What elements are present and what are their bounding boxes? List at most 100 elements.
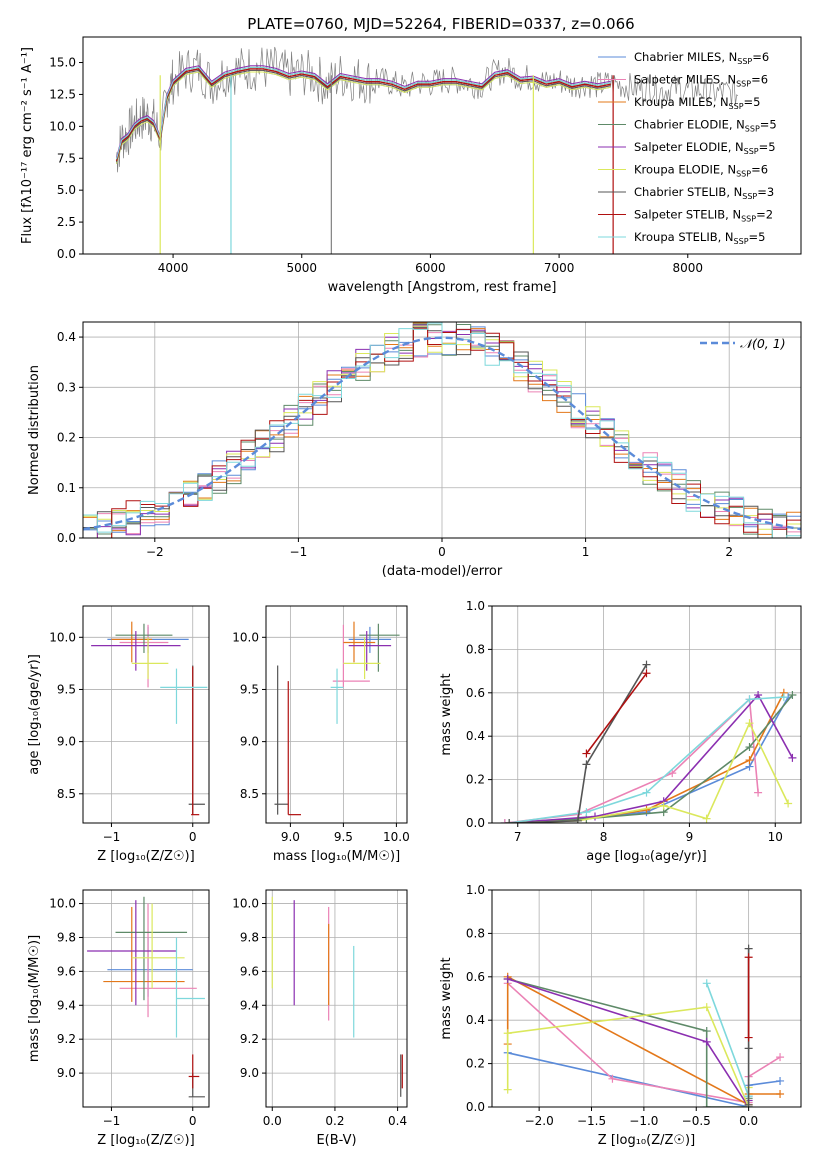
weight-point-marker: [702, 1003, 711, 1012]
age-vs-mass-panel-plot-area: [274, 621, 400, 816]
x-tick-label: −1.5: [577, 1114, 606, 1128]
x-tick-label: 2: [725, 545, 733, 559]
mass-vs-metallicity-panel: −1 0 9.0 9.2 9.4 9.6 9.8 10.0 Z [log₁₀(Z/Z☉)] mas…: [27, 889, 210, 1148]
legend-subscript: SSP: [745, 125, 760, 134]
weight-point-marker: [788, 690, 797, 699]
legend-count: =6: [751, 73, 768, 87]
weight-point-marker: [503, 974, 512, 983]
x-tick-label: 0.0: [739, 1114, 758, 1128]
x-axis-label: Z [log₁₀(Z/Z☉)]: [97, 1133, 194, 1148]
axes-frame: [82, 889, 210, 1108]
weight-point-marker: [702, 1103, 711, 1107]
spectrum-legend: Chabrier MILES, NSSP=6 Salpeter MILES, NS…: [598, 50, 777, 246]
weight-series-line: [506, 1006, 750, 1107]
legend-subscript: SSP: [742, 192, 757, 201]
y-tick-label: 10.0: [49, 119, 76, 133]
weight-point-marker: [744, 953, 753, 962]
weight-point-marker: [582, 760, 591, 769]
y-tick-label: 0.4: [466, 729, 485, 743]
legend-entry: Chabrier STELIB, NSSP=3: [634, 185, 774, 201]
weight-point-marker: [503, 1085, 512, 1094]
x-tick-label: 7: [514, 830, 522, 844]
y-tick-label: 9.0: [57, 735, 76, 749]
spectrum-plot-area: [115, 46, 739, 254]
axes-frame: [265, 889, 408, 1108]
x-tick-label: −2.0: [525, 1114, 554, 1128]
residual-panel: −2 −1 0 1 2 0.0 0.1 0.2 0.3 0.4 (data-model)/error…: [27, 321, 802, 579]
x-tick-label: 4000: [158, 261, 189, 275]
weight-series-line: [509, 721, 789, 823]
y-tick-label: 0.2: [466, 1057, 485, 1071]
weight-point-marker: [744, 1033, 753, 1042]
legend-entry: Salpeter STELIB, NSSP=2: [634, 208, 773, 224]
weight-vs-age-panel: 7 8 9 10 0.0 0.2 0.4 0.6 0.8 1.0 age [log₁₀(age/yr…: [439, 599, 802, 864]
legend-count: =6: [751, 163, 768, 177]
y-tick-label: 0.2: [466, 773, 485, 787]
x-tick-label: 7000: [544, 261, 575, 275]
weight-point-marker: [784, 799, 793, 808]
weight-point-marker: [702, 979, 711, 988]
legend-subscript: SSP: [737, 57, 752, 66]
y-tick-label: 9.2: [240, 1032, 259, 1046]
weight-point-marker: [642, 669, 651, 678]
x-tick-label: −1.0: [629, 1114, 658, 1128]
x-tick-label: 5000: [286, 261, 317, 275]
y-tick-label: 9.2: [57, 1032, 76, 1046]
y-axis-label: mass [log₁₀(M/M☉)]: [27, 935, 42, 1062]
y-axis-label: age [log₁₀(age/yr)]: [27, 654, 42, 775]
residual-plot-area: [83, 322, 801, 538]
axes-frame: [82, 36, 802, 255]
axes-frame: [491, 605, 802, 824]
weight-point-marker: [702, 1027, 711, 1036]
legend-count: =5: [760, 118, 777, 132]
y-tick-label: 10.0: [232, 897, 259, 911]
figure-title: PLATE=0760, MJD=52264, FIBERID=0337, z=0…: [247, 15, 634, 33]
y-tick-label: 12.5: [49, 87, 76, 101]
y-tick-label: 0.3: [57, 380, 76, 394]
gaussian-curve: [83, 336, 801, 531]
legend-entry: Kroupa ELODIE, NSSP=6: [634, 163, 768, 179]
y-tick-label: 0.6: [466, 970, 485, 984]
y-tick-label: 0.4: [466, 1013, 485, 1027]
y-tick-label: 0.8: [466, 926, 485, 940]
weight-point-marker: [500, 819, 509, 823]
y-tick-label: 7.5: [57, 151, 76, 165]
x-axis-label: (data-model)/error: [382, 564, 503, 579]
weight-point-marker: [659, 801, 668, 810]
y-tick-label: 1.0: [466, 599, 485, 613]
axes-frame: [82, 321, 802, 539]
weight-point-marker: [776, 1076, 785, 1085]
x-tick-label: 8: [600, 830, 608, 844]
weight-point-marker: [573, 816, 582, 823]
plots-layer: 4000 5000 6000 7000 80000.02.55.07.510.012.5…: [20, 36, 802, 1148]
y-tick-label: 5.0: [57, 183, 76, 197]
legend-subscript: SSP: [744, 147, 759, 156]
y-tick-label: 0.4: [57, 330, 76, 344]
y-tick-label: 9.5: [57, 682, 76, 696]
legend-count: =5: [744, 95, 761, 109]
y-tick-label: 9.8: [240, 930, 259, 944]
weight-vs-metallicity-panel: −2.0 −1.5 −1.0 −0.5 0.0 0.0 0.2 0.4 0.6 0.8 1.0 Z […: [439, 883, 802, 1148]
y-tick-label: 0.0: [466, 1100, 485, 1114]
x-axis-label: mass [log₁₀(M/M☉)]: [273, 849, 400, 864]
x-tick-label: 9: [686, 830, 694, 844]
axes-frame: [82, 605, 210, 824]
x-tick-label: 6000: [415, 261, 446, 275]
x-tick-label: −1: [103, 1114, 121, 1128]
y-tick-label: 0.8: [466, 642, 485, 656]
weight-point-marker: [702, 1037, 711, 1046]
weight-point-marker: [608, 1074, 617, 1083]
y-axis-label: mass weight: [439, 957, 454, 1039]
x-tick-label: −2: [146, 545, 164, 559]
weight-point-marker: [642, 660, 651, 669]
axes-frame: [265, 605, 408, 824]
model-line: [116, 66, 611, 160]
weight-point-marker: [642, 805, 651, 814]
weight-point-marker: [745, 756, 754, 765]
weight-point-marker: [744, 944, 753, 953]
x-tick-label: 0: [438, 545, 446, 559]
x-tick-label: −1: [290, 545, 308, 559]
weight-point-marker: [642, 788, 651, 797]
weight-point-marker: [744, 1044, 753, 1053]
